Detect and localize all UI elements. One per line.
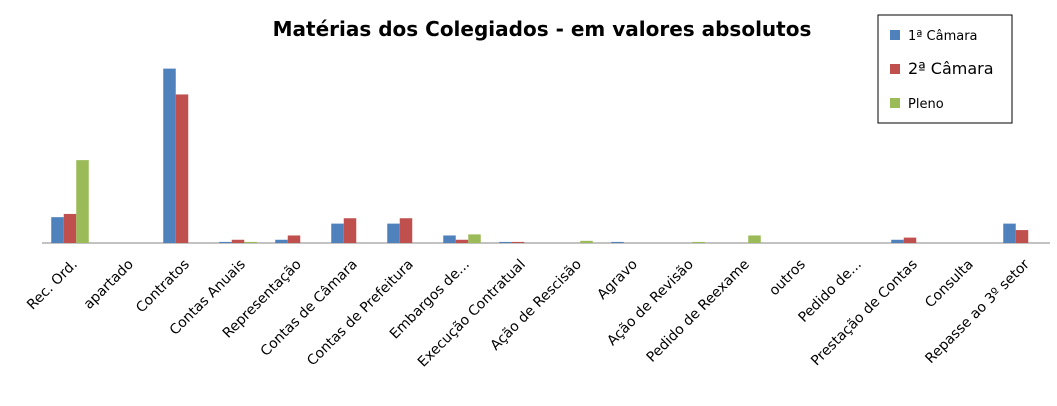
bar (399, 218, 413, 243)
legend-label: 2ª Câmara (908, 59, 994, 78)
bar (748, 235, 761, 243)
bar (163, 68, 176, 244)
bar (387, 223, 400, 243)
bar (1015, 230, 1029, 243)
x-tick-label: Contratos (133, 257, 193, 317)
bar (891, 239, 904, 243)
bar (443, 235, 456, 243)
bar (1003, 223, 1016, 243)
legend-label: Pleno (908, 97, 944, 112)
legend-swatch (890, 30, 900, 40)
x-tick-label: Repasse ao 3º setor (922, 256, 1033, 367)
bar (468, 234, 481, 243)
bar (287, 235, 301, 243)
bar (231, 239, 245, 243)
chart-title: Matérias dos Colegiados - em valores abs… (273, 17, 812, 41)
bar (903, 237, 917, 243)
x-tick-label: Contas de Prefeitura (304, 257, 417, 370)
legend-box (877, 14, 1013, 124)
x-tick-label: Execução Contratual (415, 257, 529, 371)
x-tick-label: Prestação de Contas (808, 257, 921, 370)
bar (611, 241, 624, 243)
bar (63, 213, 77, 243)
bar (331, 223, 344, 243)
bar (244, 241, 257, 243)
x-tick-label: apartado (81, 257, 137, 313)
x-tick-label: Pedido de Reexame (644, 257, 753, 366)
bar (692, 241, 705, 243)
x-tick-label: Agravo (594, 257, 640, 303)
bar (275, 239, 288, 243)
bar (76, 160, 89, 243)
legend-label: 1ª Câmara (908, 29, 978, 44)
bar (343, 218, 357, 243)
bar (455, 239, 469, 243)
x-tick-label: Consulta (922, 257, 977, 312)
bar (51, 217, 64, 243)
x-tick-label: outros (766, 257, 809, 300)
x-tick-label: Contas de Câmara (258, 257, 361, 360)
bar (580, 240, 593, 243)
legend-swatch (890, 98, 900, 108)
bar (219, 241, 232, 243)
x-tick-label: Rec. Ord. (24, 257, 81, 314)
bar (511, 241, 525, 243)
bar (499, 241, 512, 243)
bar (175, 94, 189, 244)
legend-swatch (890, 64, 900, 74)
